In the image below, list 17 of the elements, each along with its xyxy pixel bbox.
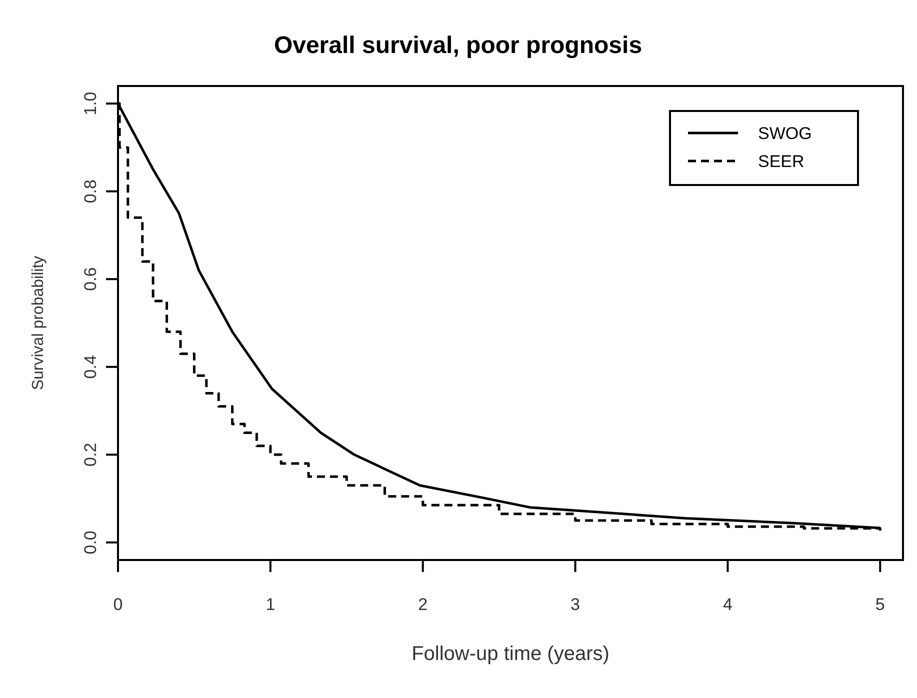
- x-tick-label: 3: [570, 595, 580, 614]
- x-tick-label: 5: [875, 595, 885, 614]
- x-tick-label: 2: [418, 595, 428, 614]
- x-tick-label: 1: [266, 595, 276, 614]
- y-tick-label: 0.4: [81, 355, 100, 379]
- y-tick-label: 0.2: [81, 442, 100, 466]
- y-axis-title: Survival probability: [30, 256, 47, 390]
- y-tick-label: 1.0: [81, 92, 100, 116]
- x-axis-title: Follow-up time (years): [412, 643, 610, 665]
- chart-title: Overall survival, poor prognosis: [274, 32, 642, 59]
- y-tick-label: 0.8: [81, 180, 100, 204]
- legend-label: SEER: [758, 152, 804, 171]
- x-tick-label: 4: [722, 595, 732, 614]
- legend-label: SWOG: [758, 124, 812, 143]
- y-tick-label: 0.6: [81, 267, 100, 291]
- y-tick-label: 0.0: [81, 530, 100, 554]
- x-tick-label: 0: [113, 595, 123, 614]
